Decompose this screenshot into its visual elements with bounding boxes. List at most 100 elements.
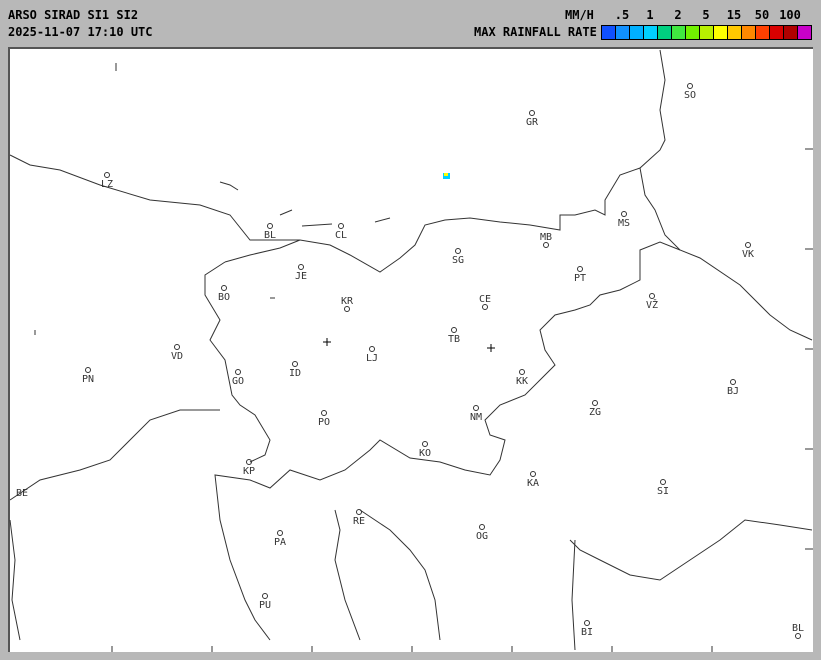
city-dot <box>795 633 801 639</box>
city-dot <box>221 285 227 291</box>
legend-tick: .5 <box>614 8 630 22</box>
city-label: VK <box>742 249 754 260</box>
city-marker: VD <box>171 344 183 362</box>
city-dot <box>482 304 488 310</box>
city-label: GR <box>526 117 539 128</box>
city-marker: VK <box>742 242 754 260</box>
city-dot <box>321 410 327 416</box>
city-marker: PU <box>259 593 271 611</box>
city-dot <box>338 223 344 229</box>
legend-swatch <box>798 26 811 39</box>
borders <box>9 49 813 651</box>
city-marker: KK <box>516 369 528 387</box>
city-dot <box>479 524 485 530</box>
city-marker: BI <box>581 620 593 638</box>
city-marker: TB <box>448 327 460 345</box>
city-marker: MB <box>540 232 552 248</box>
city-dot <box>262 593 268 599</box>
legend-swatch <box>784 26 798 39</box>
city-label: ZG <box>589 407 601 418</box>
city-label: PT <box>574 273 586 284</box>
city-label: PO <box>318 417 330 428</box>
timestamp: 2025-11-07 17:10 UTC <box>8 25 153 39</box>
city-label: MB <box>540 232 552 243</box>
city-marker: JE <box>295 264 307 282</box>
radar-site-icon <box>323 338 331 346</box>
legend-tick: 50 <box>754 8 770 22</box>
rain-cell <box>444 173 448 176</box>
city-label: KR <box>341 296 354 307</box>
city-marker: BL <box>792 623 804 639</box>
city-label: BJ <box>727 386 739 397</box>
city-label: MS <box>618 218 630 229</box>
city-marker: ID <box>289 361 301 379</box>
city-dot <box>277 530 283 536</box>
city-marker: PO <box>318 410 330 428</box>
city-label: ID <box>289 368 301 379</box>
city-dot <box>543 242 549 248</box>
city-dot <box>473 405 479 411</box>
legend-swatch <box>756 26 770 39</box>
city-marker: PN <box>82 367 94 385</box>
city-dot <box>660 479 666 485</box>
frame-ticks <box>111 148 813 652</box>
legend-swatch <box>728 26 742 39</box>
legend-swatch <box>714 26 728 39</box>
city-label: BL <box>264 230 276 241</box>
city-label: GO <box>232 376 244 387</box>
city-label: SO <box>684 90 696 101</box>
city-label: KP <box>243 466 255 477</box>
legend-swatch <box>700 26 714 39</box>
city-dot <box>519 369 525 375</box>
legend-swatch <box>770 26 784 39</box>
legend-swatch <box>644 26 658 39</box>
legend-tick: 15 <box>726 8 742 22</box>
city-label: SI <box>657 486 669 497</box>
city-dot <box>267 223 273 229</box>
city-dot <box>577 266 583 272</box>
radar-map[interactable]: SO GR LZ BL CL MS VK MB SG JE PT BO KR CE VŽ TB VD LJ PN GO… <box>8 47 813 652</box>
legend-tick: 5 <box>702 8 710 22</box>
city-marker: CL <box>335 223 347 241</box>
legend-swatch <box>630 26 644 39</box>
city-marker: GR <box>526 110 539 128</box>
city-label: LJ <box>366 353 378 364</box>
legend-swatch <box>602 26 616 39</box>
city-marker: BE <box>16 488 28 499</box>
city-dot <box>649 293 655 299</box>
city-marker: LJ <box>366 346 378 364</box>
city-label: RE <box>353 516 365 527</box>
city-marker: CE <box>479 294 491 310</box>
city-label: NM <box>470 412 482 423</box>
radar-site-icon <box>487 344 495 352</box>
legend-tick: 1 <box>646 8 654 22</box>
city-label: PU <box>259 600 271 611</box>
city-dot <box>85 367 91 373</box>
city-dot <box>369 346 375 352</box>
city-label: TB <box>448 334 460 345</box>
city-marker: SI <box>657 479 669 497</box>
legend-swatch <box>742 26 756 39</box>
city-label: SG <box>452 255 464 266</box>
city-marker: SG <box>452 248 464 266</box>
city-marker: BL <box>264 223 276 241</box>
city-label: PA <box>274 537 286 548</box>
city-marker: PT <box>574 266 586 284</box>
city-label: CL <box>335 230 347 241</box>
city-dot <box>356 509 362 515</box>
city-dot <box>687 83 693 89</box>
city-dot <box>422 441 428 447</box>
city-label: VD <box>171 351 183 362</box>
city-dot <box>174 344 180 350</box>
city-label: VŽ <box>646 298 658 311</box>
city-marker: KR <box>341 296 354 312</box>
city-dot <box>235 369 241 375</box>
city-label: CE <box>479 294 491 305</box>
city-marker: KP <box>243 459 255 477</box>
city-dot <box>298 264 304 270</box>
city-dot <box>455 248 461 254</box>
city-dot <box>344 306 350 312</box>
city-marker: BO <box>218 285 230 303</box>
city-marker: NM <box>470 405 482 423</box>
